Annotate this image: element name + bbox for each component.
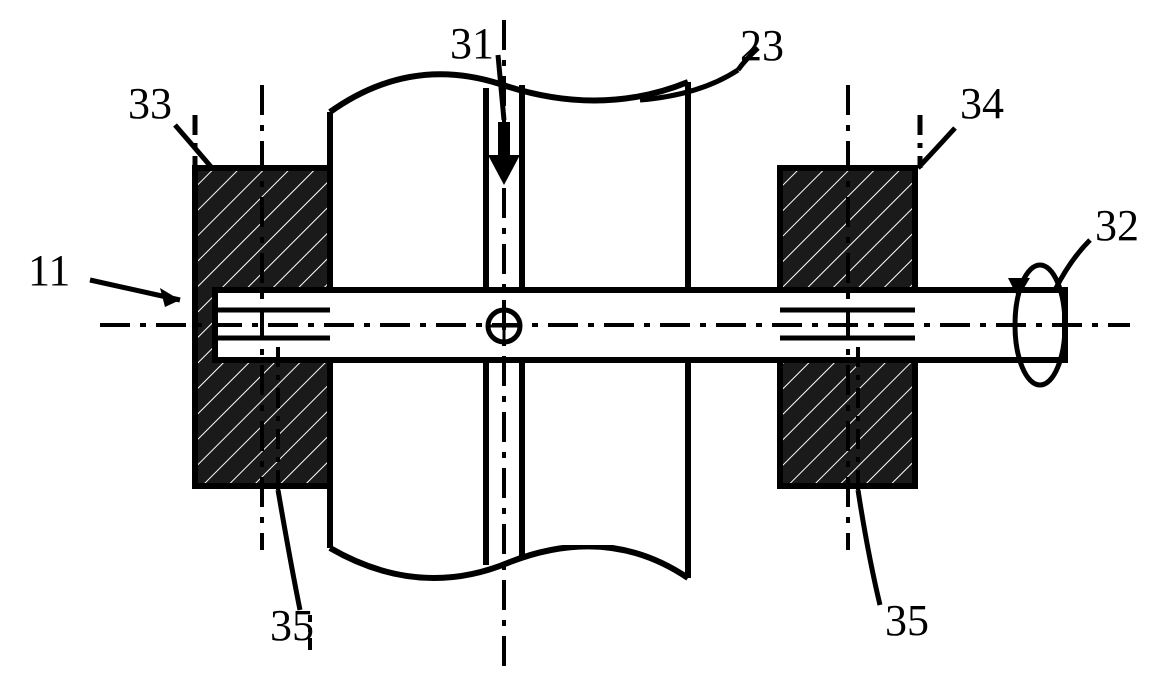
label-35-right: 35 xyxy=(885,595,929,646)
central-body-bottom-break xyxy=(330,546,688,578)
label-11: 11 xyxy=(28,245,70,296)
label-33: 33 xyxy=(128,78,172,129)
leader-34 xyxy=(918,128,955,168)
label-23: 23 xyxy=(740,20,784,71)
label-31: 31 xyxy=(450,18,494,69)
label-32: 32 xyxy=(1095,200,1139,251)
label-35-left: 35 xyxy=(270,600,314,651)
label-34: 34 xyxy=(960,78,1004,129)
leader-11 xyxy=(90,280,180,307)
central-body-top-break xyxy=(330,74,688,112)
leader-35-left xyxy=(278,490,300,610)
leader-35-right xyxy=(858,490,880,605)
diagram-container: 11 23 31 32 33 34 35 35 xyxy=(0,0,1156,682)
